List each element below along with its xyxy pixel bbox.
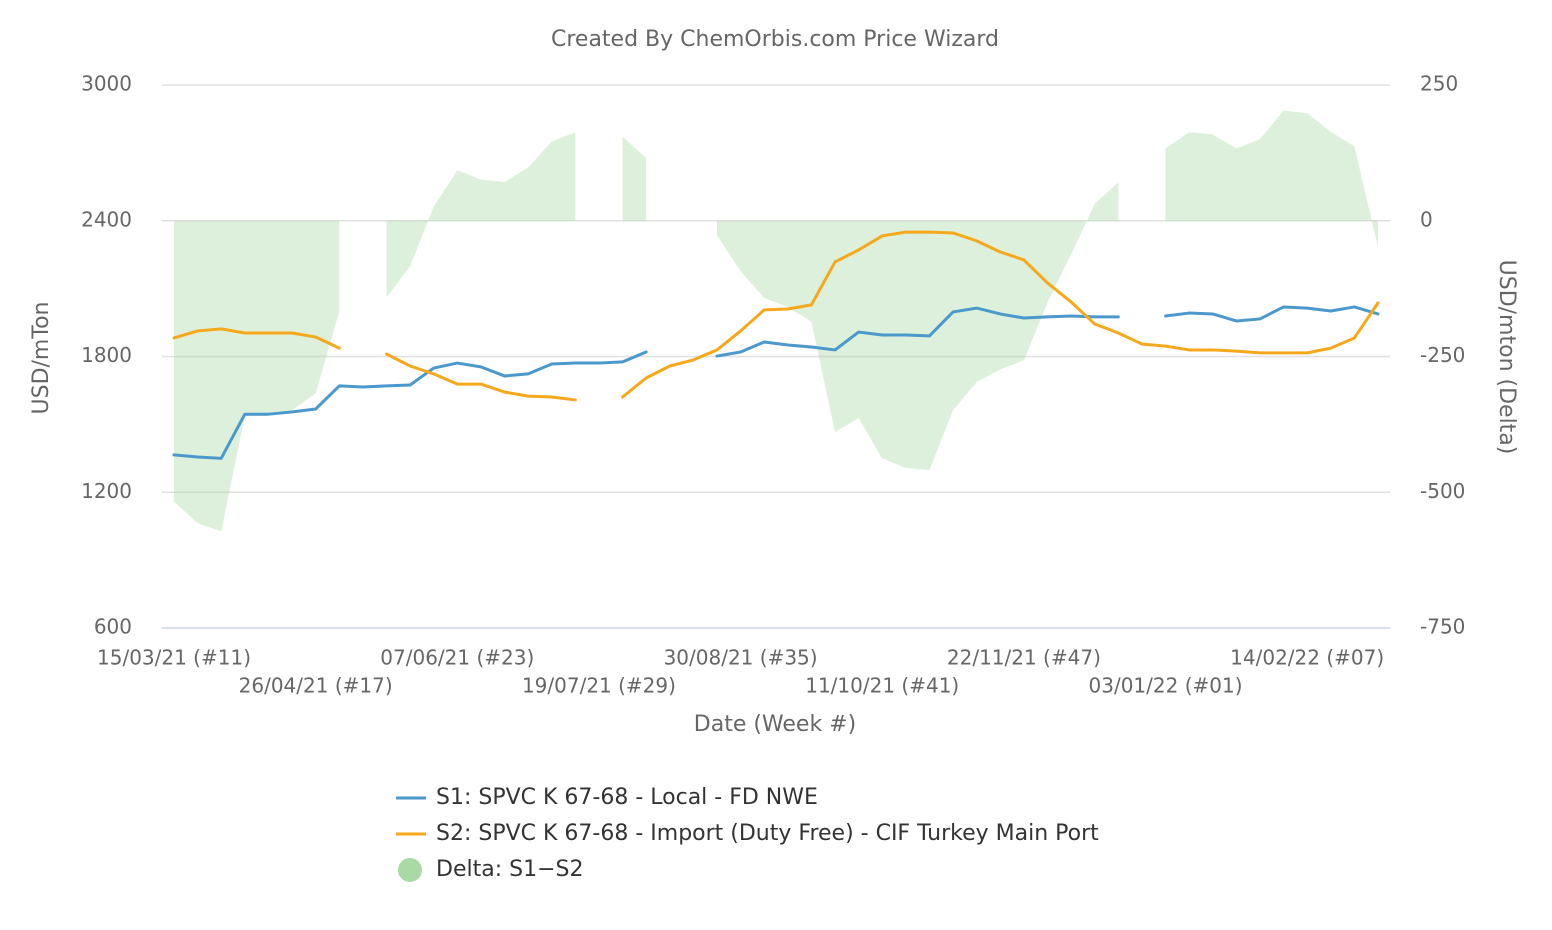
- x-tick-label: 11/10/21 (#41): [805, 674, 959, 698]
- y2-axis-title: USD/mton (Delta): [1494, 260, 1519, 455]
- x-tick-label: 03/01/22 (#01): [1089, 674, 1243, 698]
- y2-tick-label: -750: [1420, 615, 1465, 639]
- y-tick-label: 1800: [81, 343, 132, 367]
- y2-tick-label: 0: [1420, 207, 1433, 231]
- x-tick-label: 07/06/21 (#23): [380, 646, 534, 670]
- x-tick-label: 19/07/21 (#29): [522, 674, 676, 698]
- delta-area: [174, 110, 1378, 532]
- x-tick-label: 15/03/21 (#11): [97, 646, 251, 670]
- legend-label: Delta: S1−S2: [436, 857, 583, 882]
- legend-label: S2: SPVC K 67-68 - Import (Duty Free) - …: [436, 821, 1099, 846]
- y2-tick-label: 250: [1420, 72, 1458, 96]
- legend-label: S1: SPVC K 67-68 - Local - FD NWE: [436, 785, 818, 810]
- y-tick-label: 1200: [81, 479, 132, 503]
- series-line: [172, 305, 1380, 460]
- y2-tick-label: -500: [1420, 479, 1465, 503]
- y-tick-label: 600: [94, 615, 132, 639]
- x-tick-label: 30/08/21 (#35): [664, 646, 818, 670]
- legend-marker: [398, 858, 422, 882]
- x-tick-label: 26/04/21 (#17): [239, 674, 393, 698]
- grid: 600 1200 1800 2400 3000 -750 -500 -250 0 250 15/03…: [81, 72, 1465, 698]
- y-tick-label: 2400: [81, 207, 132, 231]
- y2-tick-label: -250: [1420, 343, 1465, 367]
- legend: S1: SPVC K 67-68 - Local - FD NWE S2: SPV…: [396, 785, 1099, 882]
- y-tick-label: 3000: [81, 72, 132, 96]
- plot-area: [172, 110, 1380, 532]
- chart-title: Created By ChemOrbis.com Price Wizard: [551, 27, 999, 52]
- series-line: [172, 230, 1380, 402]
- x-axis-title: Date (Week #): [694, 712, 856, 737]
- x-tick-label: 22/11/21 (#47): [947, 646, 1101, 670]
- x-tick-label: 14/02/22 (#07): [1230, 646, 1384, 670]
- y-axis-title: USD/mTon: [29, 302, 54, 415]
